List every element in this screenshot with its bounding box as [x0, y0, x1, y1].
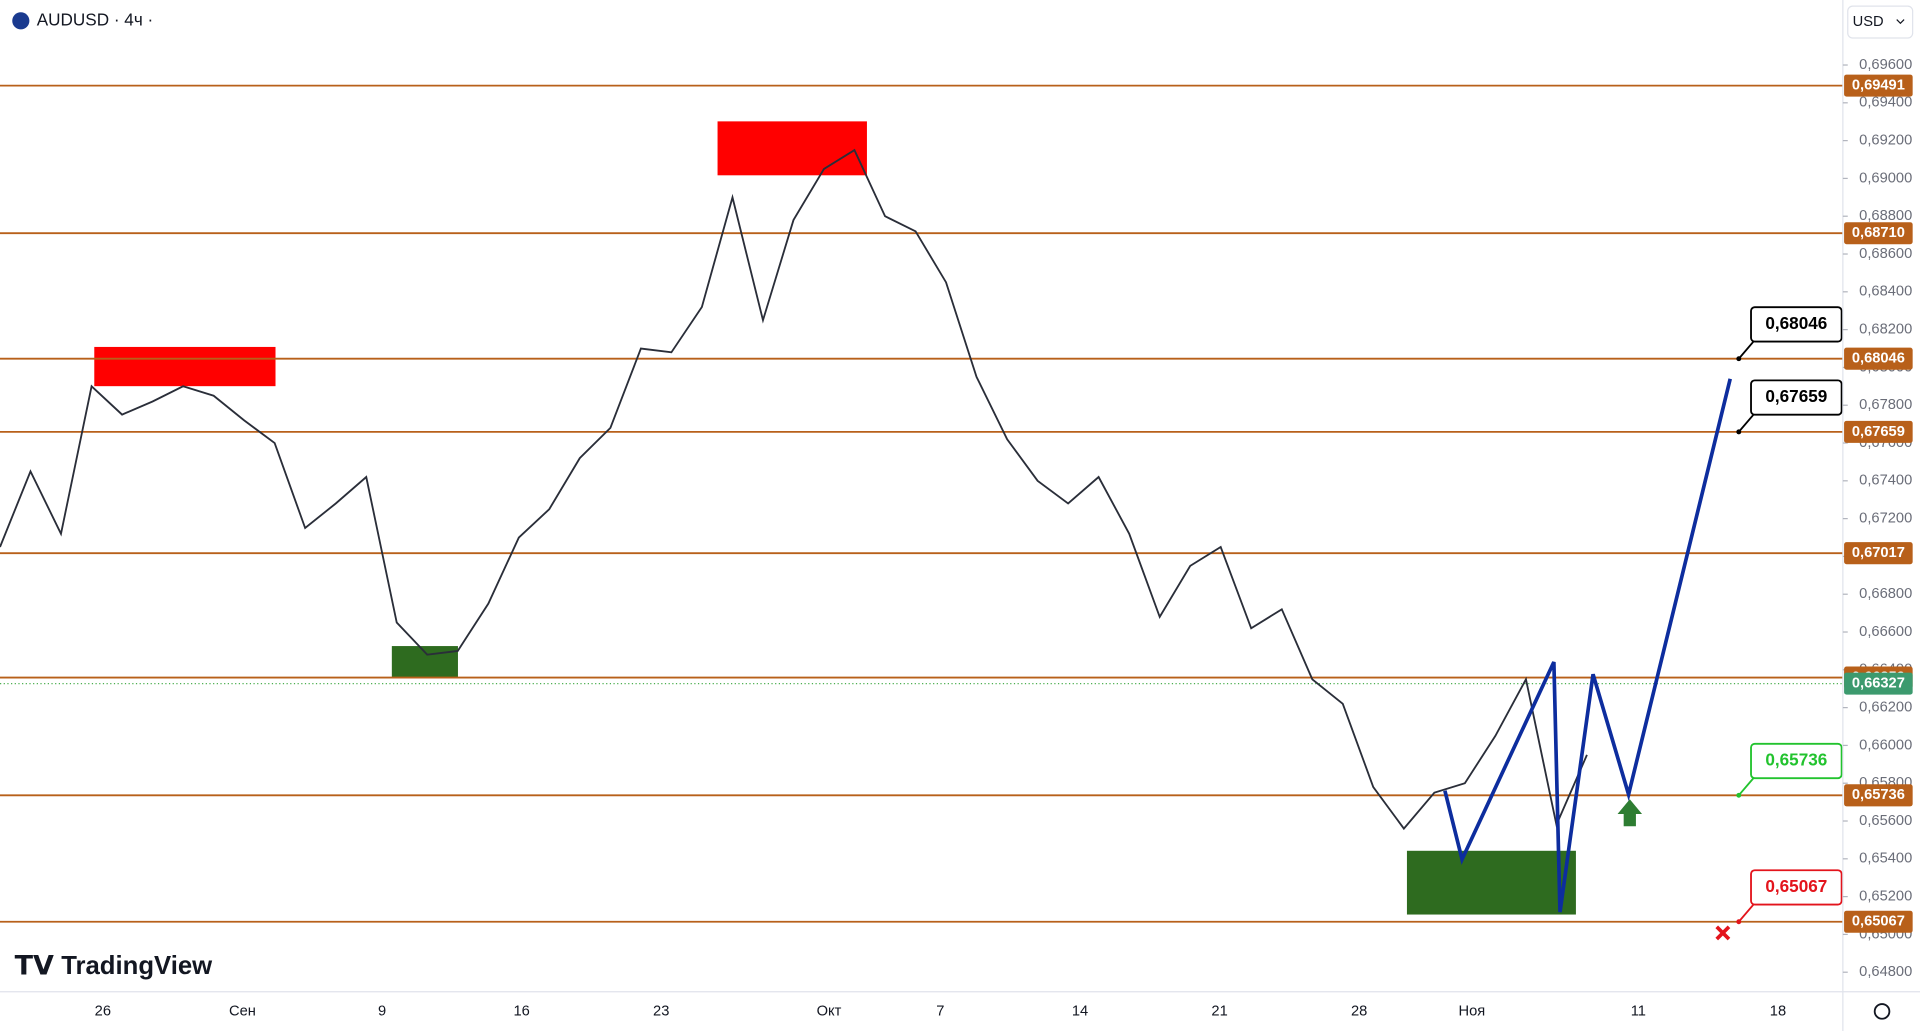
- level-badge: [1844, 222, 1913, 245]
- callout-pointer: [1738, 777, 1755, 796]
- level-label: 0,67659: [1852, 424, 1905, 440]
- demand-zone: [1406, 850, 1576, 915]
- currency[interactable]: USD: [1853, 14, 1884, 30]
- logo-mark: 𝗧𝗩: [15, 950, 54, 980]
- callout-label: 0,65736: [1765, 750, 1827, 770]
- callout-box: [1750, 379, 1843, 416]
- y-tick-label: 0,65600: [1859, 813, 1912, 829]
- y-tick-label: 0,64800: [1859, 964, 1912, 980]
- symbol: AUDUSD · 4ч ·: [37, 9, 153, 29]
- y-tick-label: 0,69400: [1859, 95, 1912, 111]
- levels-layer: 0,68046 0,67659 0,65736 0,65067: [0, 84, 1843, 925]
- y-tick-label: 0,66600: [1859, 624, 1912, 640]
- y-tick-label: 0,68600: [1859, 246, 1912, 262]
- callout-label: 0,67659: [1765, 386, 1827, 406]
- level-label: 0,68710: [1852, 225, 1905, 241]
- x-tick-label: 9: [378, 1003, 386, 1019]
- y-tick-label: 0,68200: [1859, 322, 1912, 338]
- supply-zone: [94, 346, 276, 387]
- x-tick-label: 18: [1770, 1003, 1786, 1019]
- level-badge: [1844, 420, 1913, 443]
- y-tick-label: 0,69600: [1859, 57, 1912, 73]
- level-label: 0,65067: [1852, 914, 1905, 930]
- callout-pointer: [1738, 903, 1755, 923]
- flag-icon: [12, 12, 30, 30]
- price-layer: [0, 148, 1588, 831]
- x-tick-label: 23: [653, 1003, 669, 1019]
- axis-layer: 0,69600 0,69400 0,69200 0,69000 0,68800 0,686…: [95, 57, 1913, 1019]
- dropdown-icon: [1896, 19, 1905, 25]
- y-tick-label: 0,66000: [1859, 737, 1912, 753]
- y-tick-label: 0,69200: [1859, 133, 1912, 149]
- buy-arrow: [1617, 799, 1643, 827]
- x-tick-label: 11: [1631, 1003, 1646, 1019]
- level-badge: [1844, 910, 1913, 933]
- x-tick-label: 28: [1351, 1003, 1367, 1019]
- supply-zone: [717, 121, 867, 176]
- callout-pointer: [1738, 414, 1755, 433]
- y-tick-label: 0,66200: [1859, 699, 1912, 715]
- y-tick-label: 0,67200: [1859, 510, 1912, 526]
- y-tick-label: 0,65200: [1859, 888, 1912, 904]
- stop-mark: [1715, 925, 1731, 941]
- x-tick-label: 7: [936, 1003, 944, 1019]
- demand-zone: [391, 646, 458, 678]
- level-badge: [1844, 542, 1913, 565]
- current-price-badge: [1844, 672, 1913, 695]
- level-label: 0,68046: [1852, 351, 1905, 367]
- y-tick-label: 0,68400: [1859, 284, 1912, 300]
- projection-path: [1443, 378, 1732, 913]
- callout-box: [1750, 869, 1843, 906]
- current-price-label: 0,66327: [1852, 675, 1905, 691]
- x-tick-label: Ноя: [1458, 1003, 1485, 1019]
- y-tick-label: 0,67400: [1859, 473, 1912, 489]
- x-tick-label: Окт: [817, 1003, 842, 1019]
- x-tick-label: 26: [95, 1003, 111, 1019]
- settings-icon[interactable]: [1873, 1003, 1891, 1020]
- callout-label: 0,68046: [1765, 313, 1827, 333]
- callout-box: [1750, 742, 1843, 780]
- callout-box: [1750, 306, 1843, 343]
- level-badge: [1844, 347, 1913, 370]
- x-tick-label: Сен: [229, 1003, 256, 1019]
- callout-label: 0,65067: [1765, 876, 1827, 896]
- logo: TradingView: [61, 952, 213, 980]
- callout-pointer: [1738, 340, 1755, 360]
- x-tick-label: 14: [1072, 1003, 1088, 1019]
- x-tick-label: 16: [513, 1003, 529, 1019]
- level-label: 0,65736: [1852, 787, 1905, 803]
- currency-button[interactable]: [1847, 5, 1914, 39]
- level-label: 0,69491: [1852, 78, 1905, 94]
- y-tick-label: 0,66800: [1859, 586, 1912, 602]
- y-tick-label: 0,65400: [1859, 851, 1912, 867]
- y-tick-label: 0,67800: [1859, 397, 1912, 413]
- y-tick-label: 0,69000: [1859, 170, 1912, 186]
- y-tick-label: 0,68800: [1859, 208, 1912, 224]
- level-badge: [1844, 74, 1913, 97]
- level-label: 0,67017: [1852, 545, 1905, 561]
- level-badge: [1844, 784, 1913, 807]
- x-tick-label: 21: [1211, 1003, 1227, 1019]
- price-line: [0, 148, 1588, 831]
